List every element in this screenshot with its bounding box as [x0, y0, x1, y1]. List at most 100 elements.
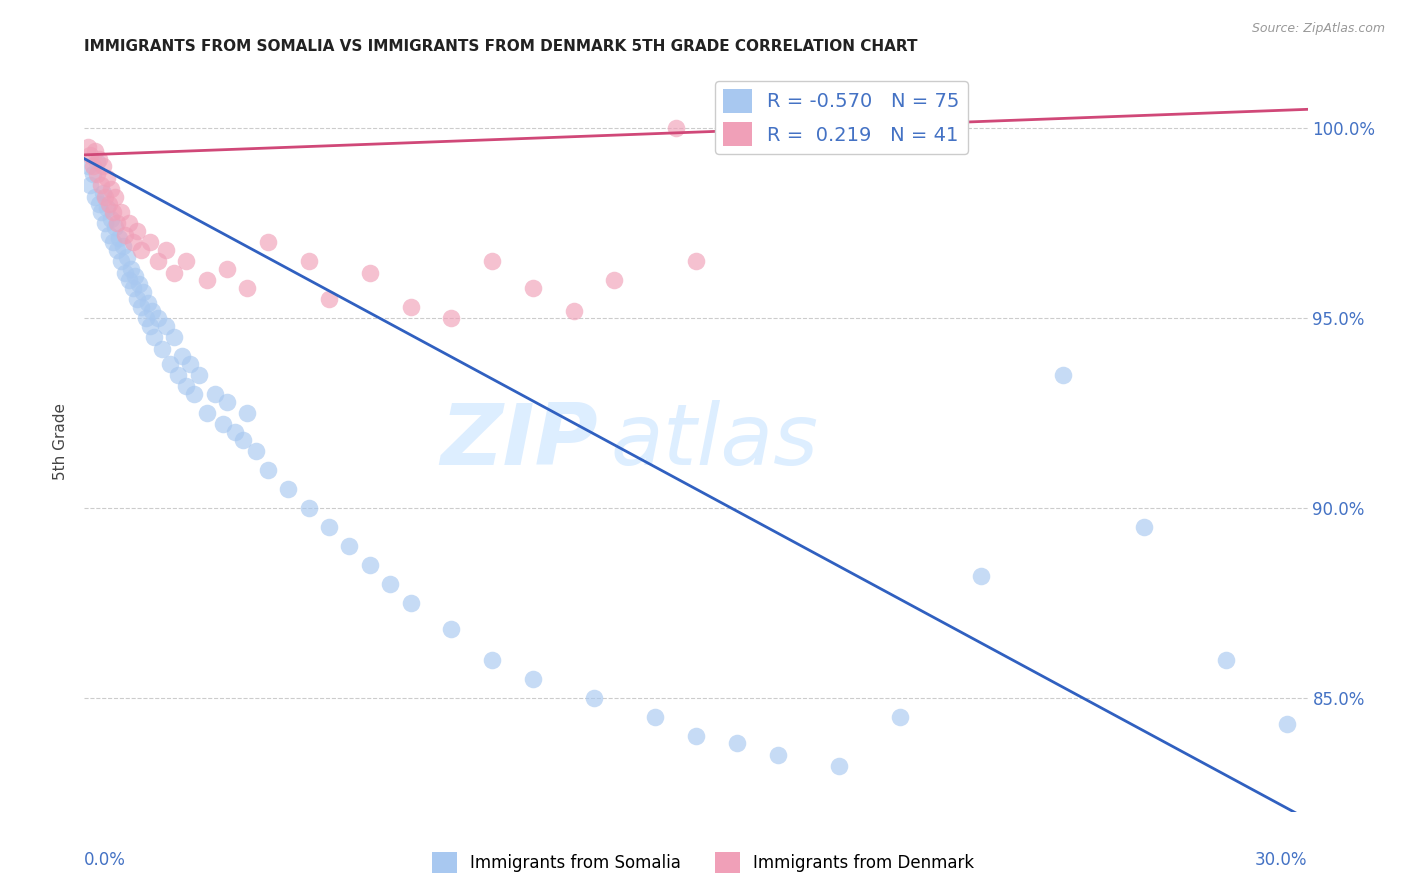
Point — [118, 273, 141, 287]
Point — [138, 318, 160, 333]
Point — [644, 710, 666, 724]
Point — [318, 292, 340, 306]
Point — [828, 759, 851, 773]
Point — [150, 342, 173, 356]
Point — [481, 254, 503, 268]
Point — [83, 189, 105, 203]
Point — [118, 216, 141, 230]
Point — [87, 197, 110, 211]
Point — [135, 311, 157, 326]
Point — [217, 394, 239, 409]
Point — [112, 239, 135, 253]
Point — [93, 189, 115, 203]
Point — [86, 167, 108, 181]
Point — [440, 623, 463, 637]
Point — [236, 406, 259, 420]
Point — [124, 269, 146, 284]
Point — [766, 747, 789, 762]
Point — [665, 121, 688, 136]
Point — [399, 300, 422, 314]
Point — [298, 500, 321, 515]
Point — [131, 243, 153, 257]
Point — [105, 243, 128, 257]
Point — [141, 303, 163, 318]
Point — [481, 653, 503, 667]
Point — [131, 300, 153, 314]
Point — [82, 167, 104, 181]
Point — [204, 387, 226, 401]
Point — [298, 254, 321, 268]
Point — [1133, 520, 1156, 534]
Point — [87, 152, 110, 166]
Point — [217, 261, 239, 276]
Point — [257, 463, 280, 477]
Point — [380, 577, 402, 591]
Point — [725, 736, 748, 750]
Point — [195, 273, 218, 287]
Point — [115, 251, 138, 265]
Point — [100, 182, 122, 196]
Point — [77, 159, 100, 173]
Point — [212, 417, 235, 432]
Point — [82, 159, 104, 173]
Point — [359, 266, 381, 280]
Point — [97, 227, 120, 242]
Point — [146, 254, 169, 268]
Point — [195, 406, 218, 420]
Point — [562, 303, 585, 318]
Point — [163, 266, 186, 280]
Point — [163, 330, 186, 344]
Point — [522, 672, 544, 686]
Point — [142, 330, 165, 344]
Point — [114, 227, 136, 242]
Point — [110, 254, 132, 268]
Point — [104, 189, 127, 203]
Point — [114, 266, 136, 280]
Point — [236, 281, 259, 295]
Text: IMMIGRANTS FROM SOMALIA VS IMMIGRANTS FROM DENMARK 5TH GRADE CORRELATION CHART: IMMIGRANTS FROM SOMALIA VS IMMIGRANTS FR… — [84, 38, 918, 54]
Point — [127, 292, 149, 306]
Point — [97, 197, 120, 211]
Y-axis label: 5th Grade: 5th Grade — [53, 403, 69, 480]
Point — [104, 220, 127, 235]
Point — [522, 281, 544, 295]
Point — [603, 273, 626, 287]
Point — [90, 178, 112, 193]
Point — [318, 520, 340, 534]
Point — [232, 433, 254, 447]
Point — [77, 140, 100, 154]
Point — [93, 216, 115, 230]
Point — [155, 318, 177, 333]
Point — [91, 159, 114, 173]
Point — [1052, 368, 1074, 383]
Point — [90, 204, 112, 219]
Point — [100, 212, 122, 227]
Point — [174, 254, 197, 268]
Point — [122, 281, 145, 295]
Point — [122, 235, 145, 250]
Point — [685, 729, 707, 743]
Point — [889, 710, 911, 724]
Point — [108, 231, 131, 245]
Legend: R = -0.570   N = 75, R =  0.219   N = 41: R = -0.570 N = 75, R = 0.219 N = 41 — [714, 81, 967, 153]
Text: ZIP: ZIP — [440, 400, 598, 483]
Point — [174, 379, 197, 393]
Point — [172, 349, 194, 363]
Point — [1277, 717, 1299, 731]
Point — [155, 243, 177, 257]
Point — [183, 387, 205, 401]
Point — [440, 311, 463, 326]
Point — [128, 277, 150, 291]
Point — [970, 569, 993, 583]
Point — [101, 204, 124, 219]
Point — [136, 296, 159, 310]
Point — [79, 178, 101, 193]
Point — [146, 311, 169, 326]
Point — [224, 425, 246, 439]
Legend: Immigrants from Somalia, Immigrants from Denmark: Immigrants from Somalia, Immigrants from… — [426, 846, 980, 880]
Point — [583, 690, 606, 705]
Point — [277, 482, 299, 496]
Point — [127, 224, 149, 238]
Point — [96, 170, 118, 185]
Point — [110, 204, 132, 219]
